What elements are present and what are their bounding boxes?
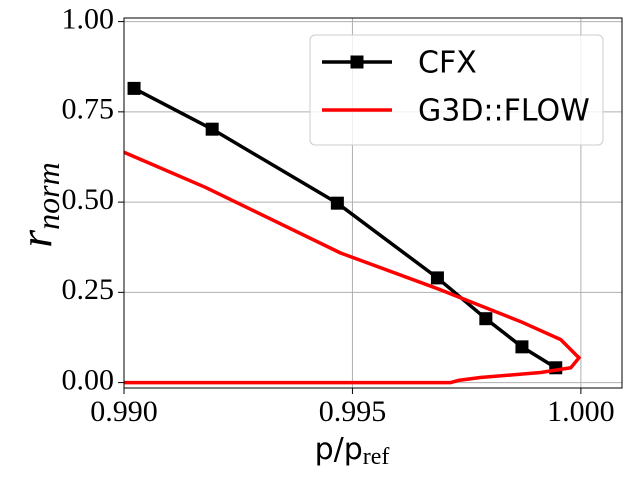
marker xyxy=(479,312,493,326)
y-tick-label: 0.50 xyxy=(62,183,115,216)
x-axis-label-main: p/p xyxy=(315,432,363,467)
x-axis-label: p/pref xyxy=(315,432,390,470)
y-tick-label: 1.00 xyxy=(62,3,115,36)
marker xyxy=(127,81,141,95)
x-axis-label-sub: ref xyxy=(363,444,390,470)
marker xyxy=(430,271,444,285)
y-axis-label-sub: norm xyxy=(30,162,66,230)
x-tick-label: 1.000 xyxy=(547,395,615,428)
plot-frame xyxy=(123,17,623,389)
marker xyxy=(330,196,344,210)
y-tick-label: 0.25 xyxy=(62,273,115,306)
x-tick-label: 0.995 xyxy=(319,395,387,428)
y-tick-label: 0.75 xyxy=(62,93,115,126)
series-line xyxy=(123,150,581,385)
y-tick-label: 0.00 xyxy=(62,363,115,396)
marker xyxy=(205,122,219,136)
legend-marker xyxy=(350,55,364,69)
legend-label: G3D::FLOW xyxy=(418,94,590,129)
legend-label: CFX xyxy=(418,46,477,81)
y-axis-label-main: r xyxy=(10,229,61,248)
marker xyxy=(515,340,529,354)
x-tick-label: 0.990 xyxy=(90,395,158,428)
y-axis-label: rnorm xyxy=(10,162,67,247)
